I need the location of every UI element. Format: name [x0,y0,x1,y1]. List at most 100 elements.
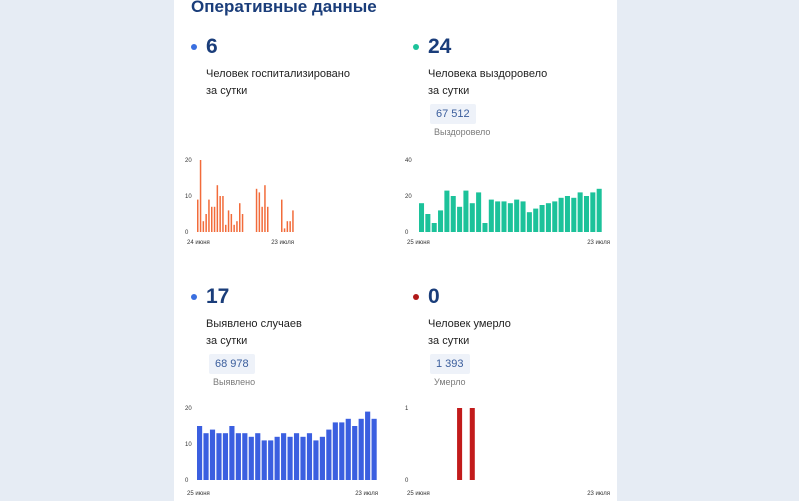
chart-bar [203,433,209,480]
chart-bar [222,196,224,232]
chart-bar [358,418,364,480]
chart-bar [205,214,207,232]
chart-bar [236,221,238,232]
chart-bar [488,199,494,232]
x-end-label: 23 июля [355,491,378,497]
chart-bar [352,426,358,480]
indicator-dot [413,44,419,50]
chart-bar [211,206,213,232]
chart-bar [495,201,501,232]
x-end-label: 23 июля [587,491,610,497]
chart-bar [514,199,520,232]
indicator-dot [191,44,197,50]
chart-bar [264,185,266,232]
page-title: Оперативные данные [191,0,377,16]
chart-bar [564,196,570,232]
chart-bar [476,192,482,232]
chart-bar [438,210,444,232]
x-end-label: 23 июля [271,240,294,246]
y-tick-label: 10 [185,442,192,448]
chart-bar [300,436,306,480]
chart-bar [255,433,261,480]
chart-bar [248,436,254,480]
chart-bar [235,433,241,480]
chart-bar [219,196,221,232]
chart-bar [268,440,274,480]
chart-bar [507,203,513,232]
cumulative-total: 1 393 [430,354,470,374]
chart-bar [419,203,425,232]
chart-bar [571,197,577,232]
y-tick-label: 20 [405,194,412,200]
chart-bar [450,196,456,232]
chart-bar [457,206,463,232]
chart-bar [526,212,532,232]
chart-bar [469,203,475,232]
chart-bar [239,203,241,232]
x-start-label: 25 июня [407,491,430,497]
daily-description-period: за сутки [206,335,248,347]
chart-bar [258,192,261,232]
cumulative-total: 67 512 [430,104,476,124]
chart-bar [469,408,475,480]
chart-bar [292,210,294,232]
chart-bar [255,188,258,232]
chart-bar [261,206,263,232]
daily-description-period: за сутки [428,335,470,347]
chart-bar [577,192,583,232]
chart-bar [345,418,351,480]
chart-bar [520,201,526,232]
y-tick-label: 0 [185,230,189,236]
daily-description: Человека выздоровело [428,68,548,80]
chart-bar [319,436,325,480]
y-tick-label: 0 [405,478,409,484]
daily-count: 17 [206,285,230,308]
chart-bar [332,422,338,480]
cumulative-caption: Выявлено [213,377,256,387]
chart-bar [227,210,230,232]
chart-bar [444,190,450,232]
chart-bar [222,433,229,480]
chart-bar [552,201,558,232]
chart-bar [281,433,287,480]
chart-bar [261,440,267,480]
y-tick-label: 10 [185,194,192,200]
chart-bar [287,436,293,480]
x-end-label: 23 июля [587,240,610,246]
chart-bar [371,418,377,480]
y-tick-label: 0 [405,230,409,236]
y-tick-label: 20 [185,406,192,412]
indicator-dot [191,294,197,300]
chart-bar [216,185,219,232]
chart-bar [590,192,596,232]
chart-bar [202,221,205,232]
x-start-label: 25 июня [187,491,210,497]
bar-chart: 40 20 0 25 июня 23 июля [405,158,610,246]
daily-description: Выявлено случаев [206,318,302,330]
daily-count: 6 [206,35,218,58]
chart-bar [229,426,235,480]
chart-bar [197,426,203,480]
y-tick-label: 40 [405,158,412,164]
y-tick-label: 20 [185,158,192,164]
daily-count: 0 [428,285,440,308]
chart-bar [501,201,507,232]
y-tick-label: 0 [185,478,189,484]
chart-bar [365,411,371,480]
chart-bar [293,433,300,480]
daily-description: Человек госпитализировано [206,68,350,80]
chart-bar [463,190,469,232]
content-card [174,0,617,501]
cumulative-caption: Умерло [434,377,466,387]
chart-bar [339,422,345,480]
x-start-label: 25 июня [407,240,430,246]
chart-bar [583,196,590,232]
chart-bar [267,206,269,232]
chart-bar [533,208,539,232]
chart-bar [289,221,291,232]
x-start-label: 24 июня [187,240,210,246]
bar-chart: 20 10 0 25 июня 23 июля [185,406,378,497]
chart-bar [306,433,313,480]
cumulative-total: 68 978 [209,354,255,374]
chart-bar [286,221,289,232]
